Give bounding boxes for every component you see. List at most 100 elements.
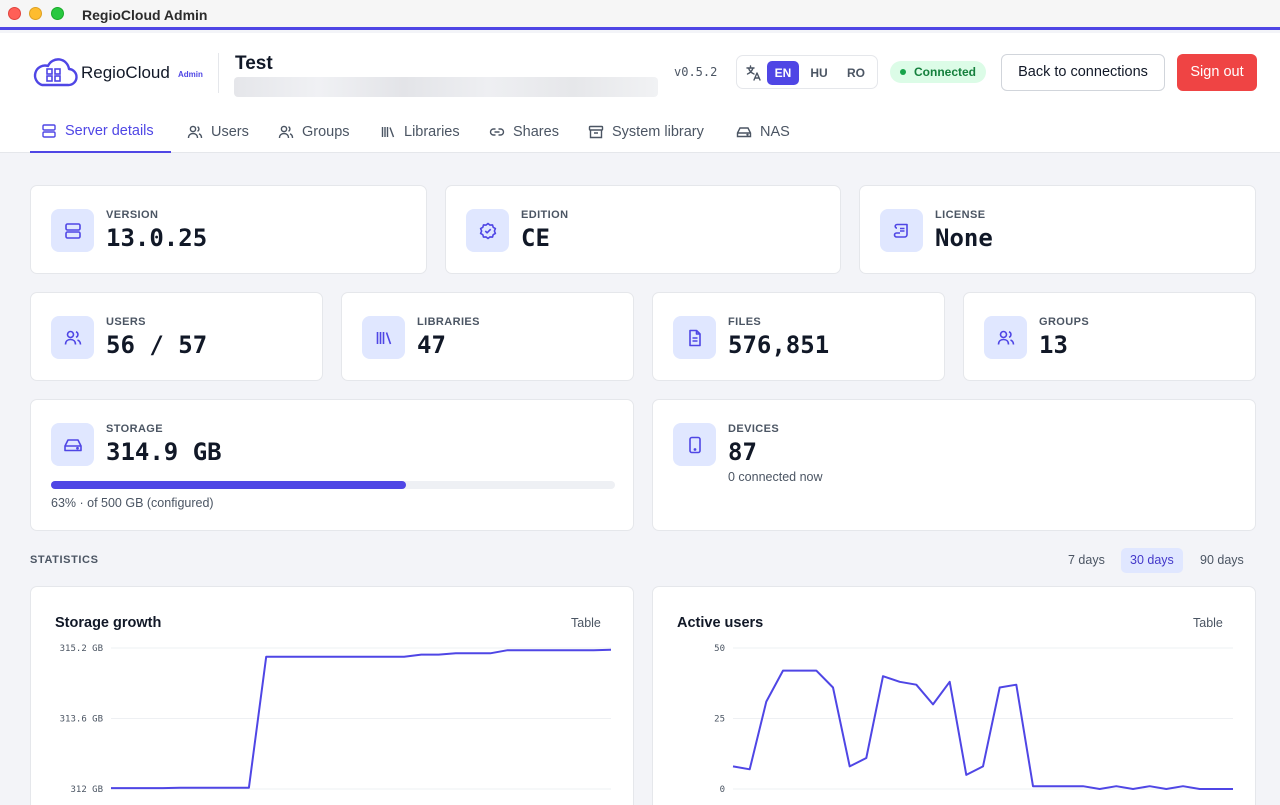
stat-value: 47 [417, 331, 446, 359]
badge-check-icon [466, 209, 509, 252]
range-90-days-button[interactable]: 90 days [1200, 553, 1244, 567]
scroll-icon [880, 209, 923, 252]
brand-name: RegioCloud [81, 63, 170, 82]
storage-growth-chart-card: Storage growth Table 315.2 GB 313.6 GB 312… [30, 586, 634, 805]
brand-subtitle: Admin [178, 70, 203, 79]
stat-value: 56 / 57 [106, 331, 208, 359]
stat-label: USERS [106, 316, 146, 328]
active-users-table-toggle[interactable]: Table [1193, 616, 1223, 630]
y-tick-label: 313.6 GB [60, 715, 103, 725]
back-to-connections-button[interactable]: Back to connections [1001, 54, 1165, 91]
link-icon [489, 128, 505, 136]
storage-growth-chart: 315.2 GB 313.6 GB 312 GB [60, 644, 612, 795]
window-titlebar: RegioCloud Admin [0, 0, 1280, 30]
stat-label: LIBRARIES [417, 316, 480, 328]
active-users-chart-card: Active users Table 50 25 0 [652, 586, 1256, 805]
range-30-days-button[interactable]: 30 days [1121, 548, 1183, 573]
files-card: FILES 576,851 [652, 292, 945, 381]
minimize-window-button[interactable] [29, 7, 42, 20]
connection-name: Test [235, 53, 273, 74]
stat-value: 314.9 GB [106, 438, 222, 466]
users-card: USERS 56 / 57 [30, 292, 323, 381]
series-line [732, 669, 1233, 790]
active-users-chart: 50 25 0 [714, 644, 1233, 795]
tab-label: Server details [65, 123, 154, 139]
users-icon [278, 125, 294, 139]
chart-title: Active users [677, 615, 764, 631]
cloud-logo-icon [33, 58, 78, 87]
tab-system-library[interactable]: System library [588, 111, 704, 153]
y-tick-label: 312 GB [70, 785, 103, 795]
users-icon [984, 316, 1027, 359]
server-icon [42, 124, 56, 138]
sign-out-button[interactable]: Sign out [1177, 54, 1257, 91]
y-tick-label: 50 [714, 644, 725, 654]
storage-progress-fill [51, 481, 407, 489]
translate-icon [746, 65, 761, 81]
devices-connected-now: 0 connected now [728, 470, 823, 484]
app-version: v0.5.2 [674, 65, 718, 79]
zoom-window-button[interactable] [51, 7, 64, 20]
tab-libraries[interactable]: Libraries [380, 111, 460, 153]
header-divider [218, 53, 219, 93]
y-tick-label: 0 [720, 785, 725, 795]
license-card: LICENSE None [859, 185, 1256, 274]
language-ro-button[interactable]: RO [847, 66, 865, 80]
file-text-icon [673, 316, 716, 359]
stat-value: 13 [1039, 331, 1068, 359]
stat-label: EDITION [521, 209, 569, 221]
tab-nas[interactable]: NAS [736, 111, 790, 153]
stat-value: CE [521, 224, 550, 252]
stat-label: STORAGE [106, 423, 163, 435]
server-icon [51, 209, 94, 252]
tab-label: System library [612, 124, 704, 140]
tab-label: NAS [760, 124, 790, 140]
stat-label: VERSION [106, 209, 159, 221]
stat-label: DEVICES [728, 423, 780, 435]
drive-icon [736, 127, 752, 138]
tab-label: Shares [513, 124, 559, 140]
stat-value: None [935, 224, 993, 252]
library-icon [381, 127, 395, 138]
tablet-icon [673, 423, 716, 466]
series-line [111, 648, 612, 790]
tab-label: Groups [302, 124, 350, 140]
groups-card: GROUPS 13 [963, 292, 1256, 381]
chart-title: Storage growth [55, 615, 162, 631]
tab-label: Users [211, 124, 249, 140]
range-7-days-button[interactable]: 7 days [1068, 553, 1105, 567]
y-tick-label: 315.2 GB [60, 644, 103, 654]
stat-value: 576,851 [728, 331, 830, 359]
tab-groups[interactable]: Groups [278, 111, 350, 153]
edition-card: EDITION CE [445, 185, 841, 274]
storage-table-toggle[interactable]: Table [571, 616, 601, 630]
window-title: RegioCloud Admin [82, 7, 208, 23]
devices-card: DEVICES 87 0 connected now [652, 399, 1256, 531]
language-hu-button[interactable]: HU [810, 66, 828, 80]
tab-shares[interactable]: Shares [489, 111, 559, 153]
language-en-button[interactable]: EN [767, 61, 799, 85]
close-window-button[interactable] [8, 7, 21, 20]
connection-url-redacted [234, 77, 658, 97]
user-icon [187, 125, 203, 139]
stat-label: FILES [728, 316, 762, 328]
stat-label: GROUPS [1039, 316, 1090, 328]
app-header: RegioCloud Admin Test v0.5.2 EN HU RO Co… [0, 33, 1280, 153]
connection-status-badge: Connected [890, 61, 987, 83]
storage-progress-bar [51, 481, 615, 489]
tab-server-details[interactable]: Server details [30, 111, 171, 153]
y-tick-label: 25 [714, 715, 725, 725]
libraries-card: LIBRARIES 47 [341, 292, 634, 381]
library-icon [362, 316, 405, 359]
archive-icon [588, 125, 604, 139]
stat-value: 87 [728, 438, 757, 466]
hard-drive-icon [51, 423, 94, 466]
storage-caption: 63% · of 500 GB (configured) [51, 496, 214, 510]
statistics-section-title: STATISTICS [30, 554, 99, 566]
tab-users[interactable]: Users [187, 111, 249, 153]
tab-label: Libraries [404, 124, 460, 140]
users-icon [51, 316, 94, 359]
stat-value: 13.0.25 [106, 224, 208, 252]
stat-label: LICENSE [935, 209, 986, 221]
storage-card: STORAGE 314.9 GB 63% · of 500 GB (config… [30, 399, 634, 531]
